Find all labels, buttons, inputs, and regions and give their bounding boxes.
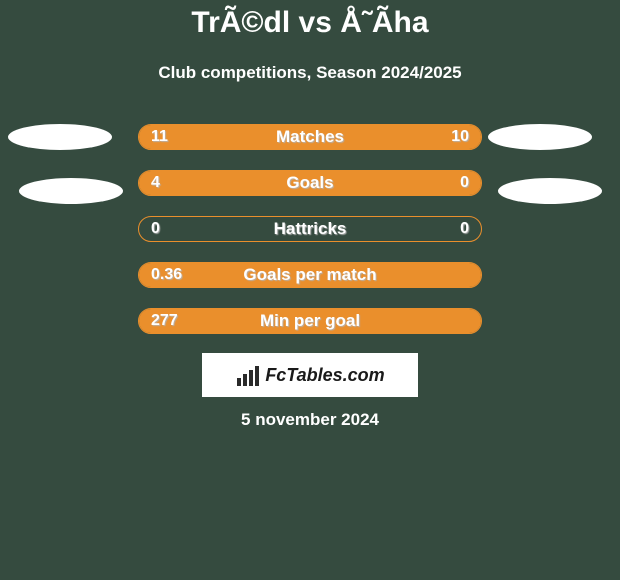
stat-row: Hattricks0 0 [138, 216, 482, 242]
subtitle: Club competitions, Season 2024/2025 [0, 63, 620, 83]
stat-value-right: 0 [460, 174, 469, 192]
stat-row: Goals4 0 [138, 170, 482, 196]
stat-row: Goals per match0.36 [138, 262, 482, 288]
stat-label: Matches [139, 127, 481, 147]
stat-row: Matches11 10 [138, 124, 482, 150]
stat-label: Min per goal [139, 311, 481, 331]
stat-value-left: 11 [151, 128, 168, 146]
stat-label: Goals [139, 173, 481, 193]
player-ellipse-3 [498, 178, 602, 204]
stat-label: Goals per match [139, 265, 481, 285]
fctables-logo-text: FcTables.com [265, 365, 384, 386]
player-ellipse-2 [488, 124, 592, 150]
date-text: 5 november 2024 [0, 410, 620, 430]
bar-chart-icon [235, 364, 261, 386]
stat-row: Min per goal277 [138, 308, 482, 334]
stat-value-left: 4 [151, 174, 160, 192]
fctables-logo: FcTables.com [202, 353, 418, 397]
player-ellipse-0 [8, 124, 112, 150]
stat-value-left: 277 [151, 312, 178, 330]
stat-value-right: 10 [451, 128, 469, 146]
player-ellipse-1 [19, 178, 123, 204]
stat-value-left: 0 [151, 220, 160, 238]
page-title: TrÃ©dl vs Å˜Ãha [0, 6, 620, 40]
stat-value-left: 0.36 [151, 266, 182, 284]
stat-value-right: 0 [460, 220, 469, 238]
stat-label: Hattricks [139, 219, 481, 239]
